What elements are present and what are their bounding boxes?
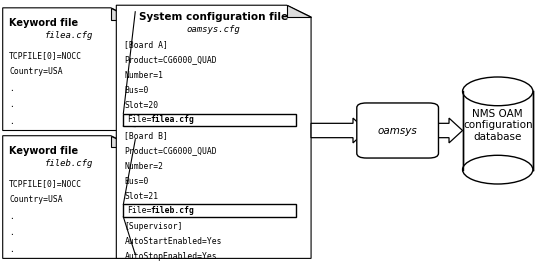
- Ellipse shape: [463, 155, 533, 184]
- Text: Slot=21: Slot=21: [124, 192, 159, 201]
- Text: filea.cfg: filea.cfg: [150, 115, 194, 124]
- Polygon shape: [428, 118, 463, 143]
- Text: NMS OAM
configuration
database: NMS OAM configuration database: [463, 109, 532, 142]
- Text: Country=USA: Country=USA: [9, 67, 63, 76]
- Polygon shape: [111, 8, 135, 20]
- Polygon shape: [3, 136, 135, 258]
- Text: .: .: [9, 100, 14, 109]
- Text: Keyword file: Keyword file: [9, 18, 78, 28]
- Bar: [463, 91, 533, 170]
- Text: filea.cfg: filea.cfg: [45, 31, 93, 40]
- Bar: [123, 204, 296, 217]
- Text: .: .: [9, 117, 14, 126]
- Text: Number=2: Number=2: [124, 162, 163, 170]
- Text: Product=CG6000_QUAD: Product=CG6000_QUAD: [124, 56, 217, 64]
- Text: .: .: [9, 245, 14, 253]
- Text: .: .: [9, 212, 14, 221]
- Text: AutoStopEnabled=Yes: AutoStopEnabled=Yes: [124, 252, 217, 261]
- Polygon shape: [3, 8, 135, 130]
- Text: File=: File=: [127, 206, 151, 215]
- Text: File=: File=: [127, 115, 151, 124]
- Text: TCPFILE[0]=NOCC: TCPFILE[0]=NOCC: [9, 179, 82, 188]
- FancyBboxPatch shape: [357, 103, 438, 158]
- Text: Country=USA: Country=USA: [9, 195, 63, 204]
- Text: [Supervisor]: [Supervisor]: [124, 222, 183, 231]
- Text: fileb.cfg: fileb.cfg: [45, 159, 93, 168]
- Ellipse shape: [463, 77, 533, 106]
- Bar: [123, 114, 296, 126]
- Text: .: .: [9, 84, 14, 93]
- Text: Bus=0: Bus=0: [124, 86, 149, 95]
- Polygon shape: [116, 5, 311, 258]
- Text: .: .: [9, 228, 14, 237]
- Text: System configuration file: System configuration file: [139, 12, 288, 22]
- Text: TCPFILE[0]=NOCC: TCPFILE[0]=NOCC: [9, 51, 82, 60]
- Polygon shape: [111, 136, 135, 147]
- Polygon shape: [287, 5, 311, 17]
- Text: Keyword file: Keyword file: [9, 146, 78, 156]
- Text: Slot=20: Slot=20: [124, 101, 159, 110]
- Polygon shape: [311, 118, 367, 143]
- Text: AutoStartEnabled=Yes: AutoStartEnabled=Yes: [124, 237, 222, 246]
- Text: [Board B]: [Board B]: [124, 131, 168, 140]
- Text: Bus=0: Bus=0: [124, 177, 149, 186]
- Text: oamsys.cfg: oamsys.cfg: [187, 25, 241, 34]
- Text: Product=CG6000_QUAD: Product=CG6000_QUAD: [124, 146, 217, 155]
- Text: oamsys: oamsys: [378, 126, 418, 135]
- Text: Number=1: Number=1: [124, 71, 163, 80]
- Text: [Board A]: [Board A]: [124, 40, 168, 49]
- Text: fileb.cfg: fileb.cfg: [150, 206, 194, 215]
